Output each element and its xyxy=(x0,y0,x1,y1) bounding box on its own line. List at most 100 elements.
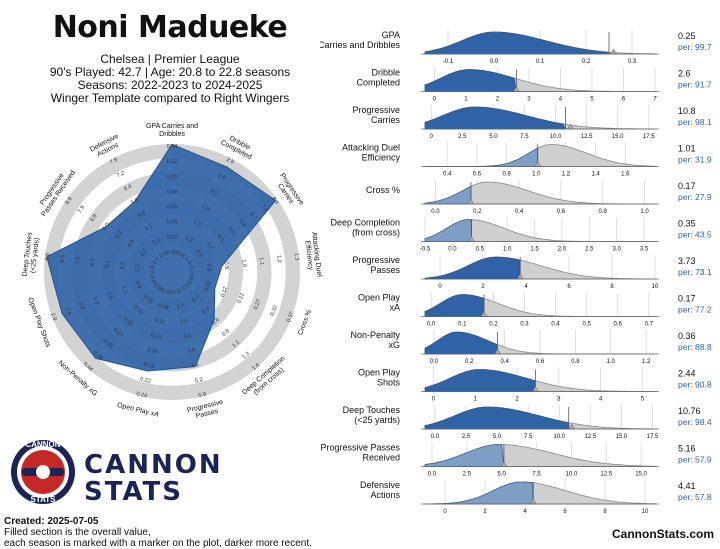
density-tick-label: 8 xyxy=(610,284,614,290)
radar-tick-label: 6.0 xyxy=(102,222,111,232)
density-tick-label: 3 xyxy=(557,397,561,403)
density-tick-label: 0 xyxy=(433,97,437,103)
radar-tick-label: 0.06 xyxy=(167,205,178,211)
radar-tick-label: 0.17 xyxy=(220,286,229,298)
radar-tick-label: 0.8 xyxy=(176,251,186,260)
radar-tick-label: 7.9 xyxy=(109,157,119,166)
density-tick-label: 7.5 xyxy=(532,472,541,478)
radar-tick-label: 1.1 xyxy=(120,286,128,295)
website-link[interactable]: CannonStats.com xyxy=(611,527,714,541)
metric-percentile: per: 73.1 xyxy=(678,267,712,277)
radar-tick-label: 1.2 xyxy=(184,235,194,244)
density-tick-label: 1.6 xyxy=(621,172,630,178)
radar-metric-group: Deep Touches(<25 yards) xyxy=(22,231,42,278)
density-tick-label: 0.3 xyxy=(520,322,529,328)
metric-value: 0.35 xyxy=(678,219,696,229)
metric-percentile: per: 99.7 xyxy=(678,42,712,52)
radar-tick-label: 0.27 xyxy=(253,298,262,310)
density-tick-label: 0.1 xyxy=(536,59,545,65)
radar-tick-label: 0.8 xyxy=(205,263,212,271)
radar-tick-label: 1.5 xyxy=(192,219,202,228)
radar-metric-group: Cross % xyxy=(297,309,313,336)
radar-tick-label: 0.00 xyxy=(167,250,178,256)
radar-metric-label: Attacking DuelEfficiency xyxy=(303,232,323,279)
density-tick-label: -0.1 xyxy=(443,59,454,65)
radar-tick-label: 5.0 xyxy=(114,231,123,241)
badge-top-text: CANNON xyxy=(25,440,60,449)
density-tick-label: 4 xyxy=(559,97,563,103)
radar-tick-label: 7.9 xyxy=(77,205,86,215)
density-row-label: GPA Carries and Dribbles xyxy=(320,30,400,50)
radar-metric-label: GPA Carries and Dribbles xyxy=(146,123,198,138)
radar-tick-label: 1.9 xyxy=(201,204,211,213)
radar-tick-label: 2.4 xyxy=(180,318,189,326)
radar-tick-label: 5.0 xyxy=(227,226,236,236)
radar-tick-label: 3.9 xyxy=(120,262,127,270)
radar-metric-label: Open Play xA xyxy=(116,402,160,419)
density-tick-label: 0.2 xyxy=(582,59,591,65)
radar-tick-label: 0.6 xyxy=(211,317,221,327)
density-tick-label: 2 xyxy=(496,97,500,103)
metric-percentile: per: 31.9 xyxy=(678,155,712,165)
radar-tick-label: 0.19 xyxy=(143,362,155,370)
played-line: 90's Played: 42.7 | Age: 20.8 to 22.8 se… xyxy=(49,65,291,79)
density-tick-label: 10 xyxy=(642,509,649,515)
metric-percentile: per: 90.8 xyxy=(678,380,712,390)
radar-tick-label: 0.07 xyxy=(187,273,196,285)
club-line: Chelsea | Premier League xyxy=(100,52,240,66)
radar-tick-label: 0.38 xyxy=(92,350,104,362)
density-tick-label: 0.6 xyxy=(614,322,623,328)
radar-metric-label: Open Play Shots xyxy=(26,297,51,349)
metric-percentile: per: 57.8 xyxy=(678,492,712,502)
radar-tick-label: 0.8 xyxy=(134,280,142,289)
badge-bottom-text: STATS xyxy=(30,495,56,504)
radar-tick-label: 1.5 xyxy=(106,291,114,300)
metric-percentile: per: 43.5 xyxy=(678,230,712,240)
radar-tick-label: 2.2 xyxy=(77,302,85,311)
radar-tick-label: 4.0 xyxy=(127,239,136,249)
player-name: Noni Madueke xyxy=(52,10,288,45)
density-tick-label: 0.5 xyxy=(582,322,591,328)
metric-value: 4.41 xyxy=(678,481,696,491)
season-marker xyxy=(610,48,618,55)
radar-metric-group: Open Play Shots xyxy=(26,297,51,349)
radar-tick-label: 2.7 xyxy=(135,264,142,272)
density-tick-label: 3.0 xyxy=(612,247,621,253)
density-tick-label: 6 xyxy=(563,509,567,515)
density-tick-label: 0 xyxy=(430,134,434,140)
density-value-fill xyxy=(424,331,498,355)
radar-tick-label: 4.9 xyxy=(137,211,147,220)
density-tick-label: 17.5 xyxy=(643,134,655,140)
density-tick-label: 0.0 xyxy=(431,209,440,215)
metric-value: 1.01 xyxy=(678,144,696,154)
radar-tick-label: 6.7 xyxy=(248,211,257,221)
density-tick-label: 2 xyxy=(483,509,487,515)
density-tick-label: 7.5 xyxy=(524,434,533,440)
metric-percentile: per: 77.2 xyxy=(678,305,712,315)
radar-tick-label: 0.14 xyxy=(167,144,178,150)
radar-metric-group: GPA Carries and Dribbles xyxy=(146,123,198,138)
radar-tick-label: 0.11 xyxy=(154,318,165,326)
density-tick-label: 1.0 xyxy=(503,247,512,253)
radar-tick-label: 0.9 xyxy=(222,261,229,269)
radar-tick-label: 2.9 xyxy=(225,157,235,166)
density-value-fill xyxy=(424,369,536,392)
radar-metric-label: Deep Touches(<25 yards) xyxy=(22,231,42,278)
metric-value: 5.16 xyxy=(678,444,696,454)
radar-metric-group: Attacking DuelEfficiency xyxy=(303,232,323,279)
seasons-line: Seasons: 2022-2023 to 2024-2025 xyxy=(77,78,263,92)
footer-note-1: Filled section is the overall value, xyxy=(4,527,151,538)
density-tick-label: 6 xyxy=(567,284,571,290)
density-tick-label: 15.0 xyxy=(612,134,624,140)
density-tick-label: 1 xyxy=(474,397,478,403)
metric-value: 10.8 xyxy=(678,106,696,116)
density-tick-label: 5.0 xyxy=(497,472,506,478)
radar-tick-label: 1.6 xyxy=(251,362,261,372)
density-row-label: Open Play xA xyxy=(358,293,401,313)
radar-tick-label: 3.1 xyxy=(183,333,192,341)
density-row-label: Cross % xyxy=(366,185,400,195)
density-tick-label: 4 xyxy=(524,284,528,290)
density-tick-label: 0.2 xyxy=(465,359,474,365)
density-value-fill xyxy=(424,69,517,92)
density-tick-label: 6 xyxy=(622,97,626,103)
